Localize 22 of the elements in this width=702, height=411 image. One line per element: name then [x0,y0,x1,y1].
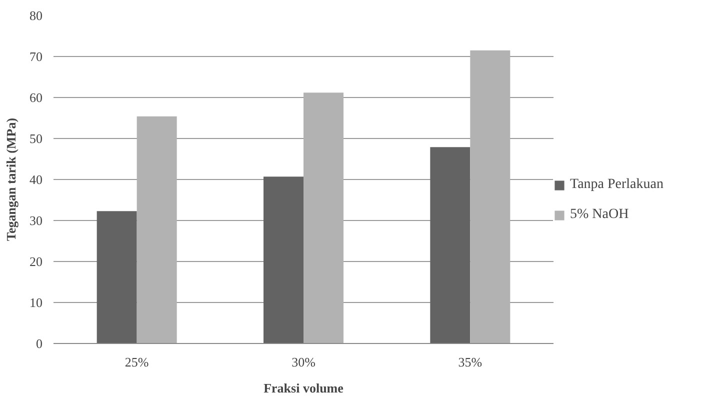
y-tick-label: 30 [30,213,42,228]
bar [430,147,470,344]
legend-label: 5% NaOH [570,207,629,223]
bar [136,116,177,344]
y-tick-label: 70 [30,49,42,64]
bar [470,50,510,344]
x-tick-label: 35% [458,354,482,370]
x-axis-title: Fraksi volume [264,380,344,396]
y-tick-label: 80 [30,8,42,23]
y-axis-title: Tegangan tarik (MPa) [4,118,18,242]
y-tick-label: 40 [30,172,42,187]
bar [96,211,137,344]
y-tick-label: 20 [30,254,42,269]
bar [304,92,344,344]
legend-label: Tanpa Perlakuan [570,177,664,193]
y-tick-label: 50 [30,131,42,146]
y-tick-label: 0 [36,336,42,351]
bar [264,176,304,344]
x-tick-label: 30% [292,354,316,370]
x-tick-label: 25% [124,354,149,370]
y-tick-label: 60 [30,90,42,105]
y-tick-label: 10 [30,295,42,310]
